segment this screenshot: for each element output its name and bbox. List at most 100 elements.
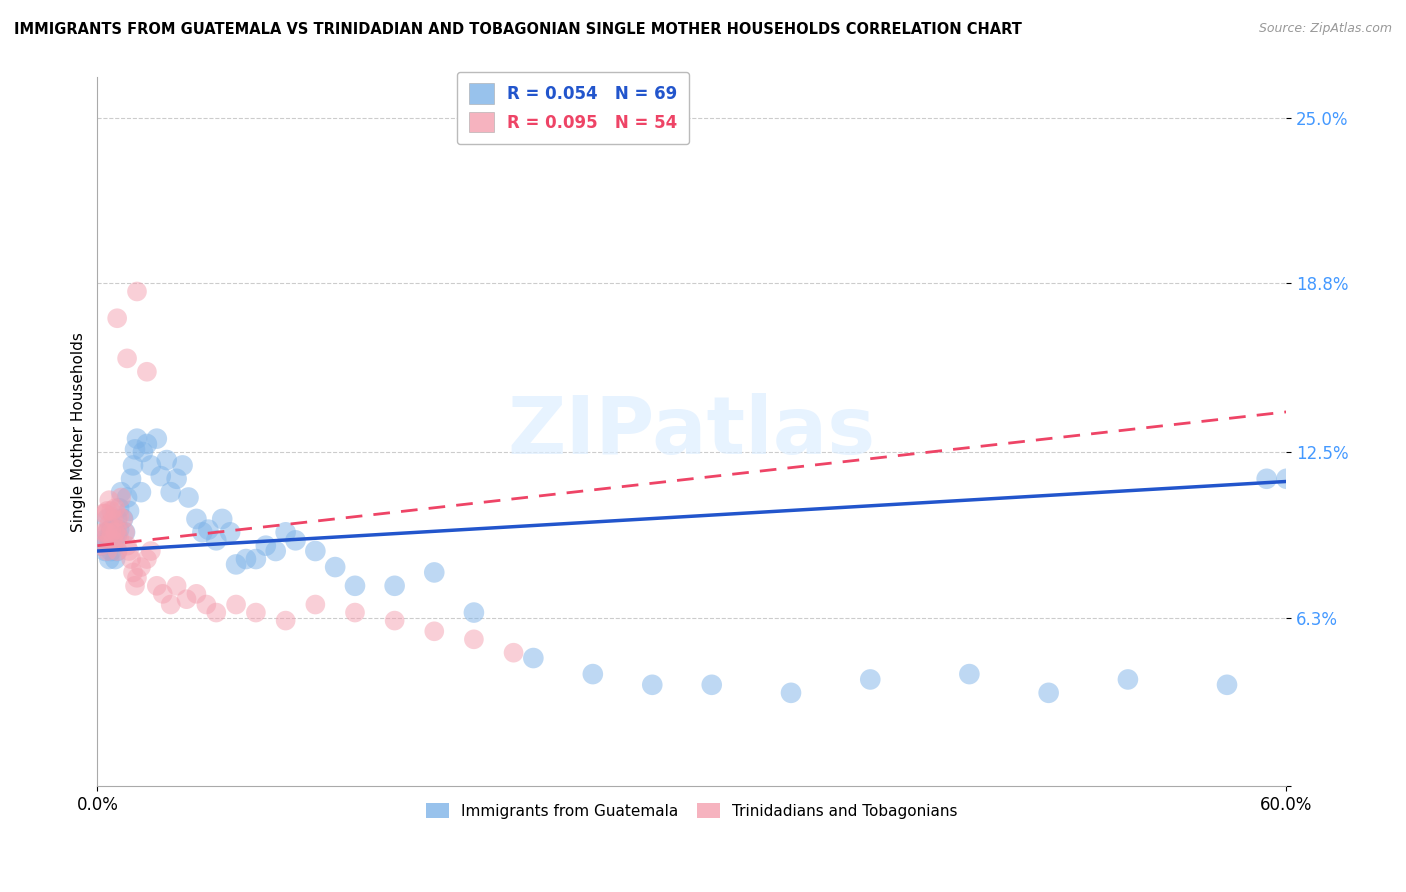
- Point: [98, 517, 121, 532]
- Point: [149, 469, 172, 483]
- Point: [129, 485, 152, 500]
- Point: [423, 566, 446, 580]
- Legend: Immigrants from Guatemala, Trinidadians and Tobagonians: Immigrants from Guatemala, Trinidadians …: [420, 797, 963, 825]
- Point: [177, 491, 200, 505]
- Point: [274, 614, 297, 628]
- Point: [205, 533, 228, 548]
- Point: [114, 525, 136, 540]
- Point: [96, 525, 118, 540]
- Point: [195, 598, 218, 612]
- Point: [1275, 472, 1298, 486]
- Point: [122, 566, 145, 580]
- Point: [94, 507, 117, 521]
- Point: [156, 453, 179, 467]
- Point: [104, 552, 127, 566]
- Point: [139, 544, 162, 558]
- Point: [343, 606, 366, 620]
- Point: [152, 587, 174, 601]
- Point: [264, 544, 287, 558]
- Point: [176, 592, 198, 607]
- Point: [98, 531, 121, 545]
- Point: [115, 351, 138, 366]
- Point: [582, 667, 605, 681]
- Point: [112, 512, 135, 526]
- Point: [225, 558, 247, 572]
- Point: [463, 606, 485, 620]
- Text: IMMIGRANTS FROM GUATEMALA VS TRINIDADIAN AND TOBAGONIAN SINGLE MOTHER HOUSEHOLDS: IMMIGRANTS FROM GUATEMALA VS TRINIDADIAN…: [14, 22, 1022, 37]
- Point: [1216, 678, 1239, 692]
- Point: [135, 365, 157, 379]
- Point: [108, 509, 131, 524]
- Point: [100, 523, 122, 537]
- Point: [96, 504, 118, 518]
- Point: [139, 458, 162, 473]
- Point: [120, 472, 142, 486]
- Point: [120, 552, 142, 566]
- Point: [105, 311, 128, 326]
- Point: [91, 507, 114, 521]
- Point: [105, 528, 128, 542]
- Point: [96, 525, 118, 540]
- Point: [957, 667, 980, 681]
- Point: [110, 485, 132, 500]
- Point: [110, 491, 132, 505]
- Point: [1116, 673, 1139, 687]
- Point: [343, 579, 366, 593]
- Point: [384, 579, 406, 593]
- Point: [114, 525, 136, 540]
- Point: [132, 445, 155, 459]
- Point: [124, 442, 146, 457]
- Point: [135, 552, 157, 566]
- Point: [129, 560, 152, 574]
- Point: [98, 533, 121, 548]
- Point: [91, 533, 114, 548]
- Point: [159, 485, 181, 500]
- Point: [186, 587, 208, 601]
- Point: [90, 539, 112, 553]
- Point: [91, 525, 114, 540]
- Point: [125, 432, 148, 446]
- Point: [103, 536, 125, 550]
- Point: [96, 544, 118, 558]
- Point: [108, 531, 131, 545]
- Point: [700, 678, 723, 692]
- Point: [384, 614, 406, 628]
- Point: [108, 523, 131, 537]
- Point: [146, 579, 169, 593]
- Point: [304, 544, 326, 558]
- Point: [235, 552, 257, 566]
- Point: [94, 544, 117, 558]
- Point: [219, 525, 242, 540]
- Point: [98, 493, 121, 508]
- Point: [166, 472, 188, 486]
- Point: [859, 673, 882, 687]
- Point: [94, 525, 117, 540]
- Point: [122, 458, 145, 473]
- Point: [105, 512, 128, 526]
- Point: [1256, 472, 1278, 486]
- Point: [135, 437, 157, 451]
- Point: [100, 504, 122, 518]
- Point: [274, 525, 297, 540]
- Point: [100, 525, 122, 540]
- Point: [103, 533, 125, 548]
- Point: [245, 606, 267, 620]
- Point: [172, 458, 194, 473]
- Point: [104, 533, 127, 548]
- Point: [108, 501, 131, 516]
- Point: [641, 678, 664, 692]
- Point: [90, 539, 112, 553]
- Point: [118, 544, 141, 558]
- Point: [124, 579, 146, 593]
- Point: [125, 571, 148, 585]
- Point: [191, 525, 214, 540]
- Point: [245, 552, 267, 566]
- Point: [205, 606, 228, 620]
- Text: Source: ZipAtlas.com: Source: ZipAtlas.com: [1258, 22, 1392, 36]
- Point: [463, 632, 485, 647]
- Point: [115, 491, 138, 505]
- Point: [96, 512, 118, 526]
- Point: [103, 520, 125, 534]
- Point: [105, 544, 128, 558]
- Point: [125, 285, 148, 299]
